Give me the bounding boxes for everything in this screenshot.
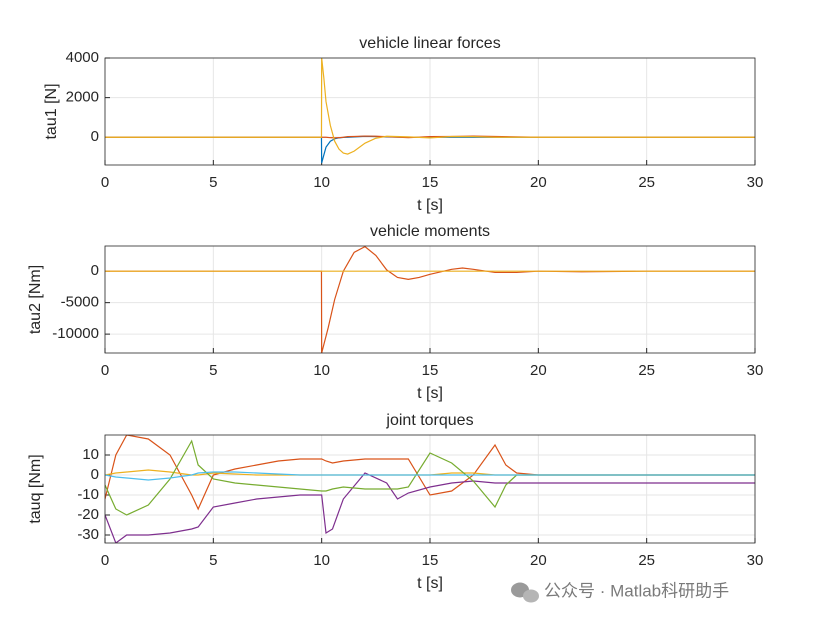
x-tick-label: 15 bbox=[422, 362, 439, 379]
watermark: 公众号 · Matlab科研助手 bbox=[544, 581, 729, 600]
y-tick-label: 4000 bbox=[66, 49, 99, 66]
x-tick-label: 20 bbox=[530, 362, 547, 379]
y-axis-label: tauq [Nm] bbox=[27, 454, 44, 523]
x-tick-label: 20 bbox=[530, 552, 547, 569]
y-tick-label: 10 bbox=[82, 446, 99, 463]
x-tick-label: 0 bbox=[101, 362, 109, 379]
axes-box bbox=[104, 245, 756, 354]
axes: 0 5 10 15 20 25 30 0 2000 4000 vehicle linear forc… bbox=[43, 35, 763, 214]
series-line bbox=[105, 471, 755, 481]
x-tick-label: 30 bbox=[747, 552, 764, 569]
x-tick-label: 25 bbox=[638, 552, 655, 569]
axes-title: vehicle linear forces bbox=[359, 35, 500, 52]
axes: 0 5 10 15 20 25 30 -10000 -5000 0 vehicle moments t… bbox=[27, 223, 763, 402]
series-line bbox=[105, 135, 755, 139]
x-axis-label: t [s] bbox=[417, 197, 443, 214]
y-tick-label: -30 bbox=[77, 526, 99, 543]
x-tick-label: 10 bbox=[313, 174, 330, 191]
x-axis-label: t [s] bbox=[417, 575, 443, 592]
x-tick-label: 5 bbox=[209, 552, 217, 569]
x-tick-label: 10 bbox=[313, 552, 330, 569]
y-tick-label: 0 bbox=[91, 262, 99, 279]
x-tick-label: 15 bbox=[422, 174, 439, 191]
x-tick-label: 30 bbox=[747, 362, 764, 379]
series-line bbox=[105, 439, 755, 516]
y-tick-label: -10000 bbox=[52, 325, 99, 342]
x-tick-label: 5 bbox=[209, 174, 217, 191]
y-tick-label: 0 bbox=[91, 128, 99, 145]
series-line bbox=[105, 435, 755, 511]
x-tick-label: 30 bbox=[747, 174, 764, 191]
x-tick-label: 25 bbox=[638, 174, 655, 191]
watermark-icon bbox=[511, 582, 539, 603]
x-tick-label: 5 bbox=[209, 362, 217, 379]
axes-title: vehicle moments bbox=[370, 223, 490, 240]
y-tick-label: 0 bbox=[91, 466, 99, 483]
series-line bbox=[105, 58, 755, 155]
x-tick-label: 0 bbox=[101, 174, 109, 191]
axes-box bbox=[104, 57, 756, 166]
x-tick-label: 15 bbox=[422, 552, 439, 569]
y-tick-label: -5000 bbox=[61, 294, 99, 311]
y-tick-label: -10 bbox=[77, 486, 99, 503]
y-axis-label: tau2 [Nm] bbox=[27, 265, 44, 334]
x-axis-label: t [s] bbox=[417, 385, 443, 402]
series-line bbox=[105, 246, 755, 353]
axes-box bbox=[104, 434, 756, 544]
axes: 0 5 10 15 20 25 30 -30 -20 -10 0 10 joint torques t [… bbox=[27, 412, 763, 592]
y-tick-label: 2000 bbox=[66, 89, 99, 106]
series-line bbox=[105, 472, 755, 543]
y-axis-label: tau1 [N] bbox=[43, 83, 60, 139]
x-tick-label: 0 bbox=[101, 552, 109, 569]
x-tick-label: 10 bbox=[313, 362, 330, 379]
x-tick-label: 20 bbox=[530, 174, 547, 191]
y-tick-label: -20 bbox=[77, 506, 99, 523]
x-tick-label: 25 bbox=[638, 362, 655, 379]
axes-title: joint torques bbox=[385, 412, 473, 429]
